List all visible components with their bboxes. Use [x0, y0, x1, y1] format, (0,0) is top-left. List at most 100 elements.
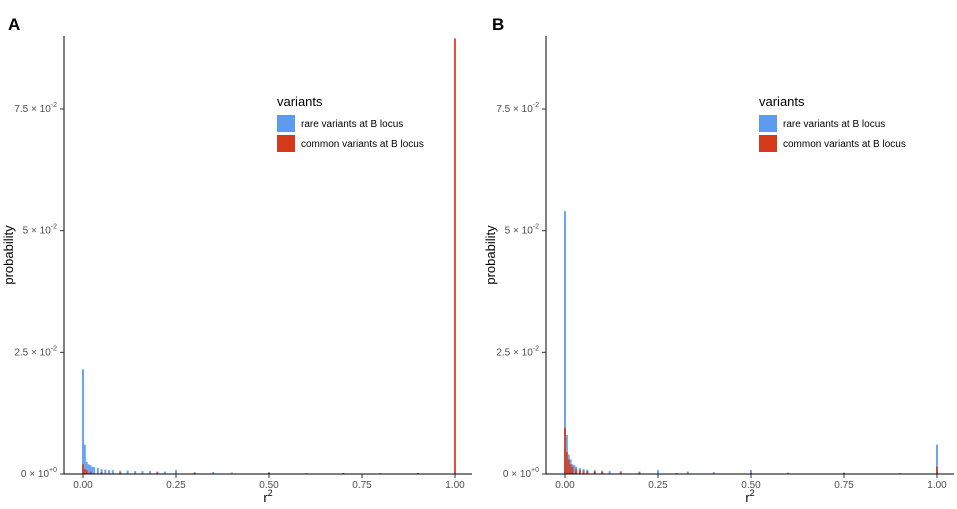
panel-a-legend-title: variants: [277, 94, 323, 109]
panel-b-legend: variants rare variants at B locus common…: [759, 94, 906, 152]
y-tick-label: 7.5 × 10-2: [14, 102, 57, 115]
bar-rare: [268, 472, 270, 474]
x-tick-label: 1.00: [445, 480, 465, 491]
bar-rare: [163, 471, 166, 474]
bar-rare: [141, 471, 144, 474]
bar-rare: [83, 444, 86, 474]
panel-a-x-ticks: 0.00 0.25 0.50 0.75 1.00: [73, 474, 465, 491]
x-tick-label: 0.00: [555, 480, 575, 491]
panel-a-letter: A: [8, 15, 20, 34]
x-tick-label: 1.00: [927, 480, 947, 491]
bar-rare: [100, 469, 103, 474]
bar-rare: [608, 471, 611, 474]
panel-a-legend-key-rare: [277, 115, 295, 132]
panel-a-legend-label-common: common variants at B locus: [301, 139, 424, 150]
panel-b-bars: [564, 211, 938, 474]
bar-rare: [564, 211, 566, 474]
bar-common: [619, 472, 622, 474]
bar-rare: [111, 470, 114, 474]
bar-common: [582, 470, 585, 474]
panel-a-bars: [82, 38, 456, 475]
bar-common: [82, 464, 84, 474]
bar-rare: [91, 466, 94, 474]
bar-rare: [787, 472, 790, 474]
bar-common: [593, 471, 596, 474]
panel-b-legend-key-common: [759, 135, 777, 152]
bar-rare: [686, 471, 689, 474]
y-tick-label: 7.5 × 10-2: [496, 102, 539, 115]
bar-rare: [712, 472, 715, 474]
x-tick-label: 0.25: [648, 480, 668, 491]
bar-common: [936, 466, 938, 474]
bar-rare: [619, 471, 622, 474]
y-tick-label: 5 × 10-2: [23, 224, 57, 237]
bar-rare: [93, 467, 96, 474]
panel-b-letter: B: [492, 15, 504, 34]
bar-common: [569, 464, 572, 474]
bar-common: [586, 471, 589, 474]
bar-rare: [126, 470, 129, 474]
x-tick-label: 0.00: [73, 480, 93, 491]
bar-common: [571, 466, 574, 474]
panel-a-x-axis-title: r2: [263, 488, 272, 505]
x-tick-label: 0.50: [259, 480, 279, 491]
bar-rare: [148, 471, 151, 474]
bar-rare: [89, 465, 92, 474]
y-tick-label: 5 × 10-2: [505, 224, 539, 237]
panel-a-y-axis-title: probability: [1, 225, 16, 285]
bar-common: [454, 38, 456, 475]
bar-common: [83, 469, 86, 474]
bar-common: [578, 470, 581, 474]
bar-rare: [573, 465, 576, 474]
bar-rare: [85, 461, 88, 474]
bar-common: [156, 472, 159, 474]
panel-b-legend-label-common: common variants at B locus: [783, 139, 906, 150]
bar-rare: [175, 470, 177, 474]
y-tick-label: 2.5 × 10-2: [14, 345, 57, 358]
bar-rare: [119, 470, 122, 474]
panel-b-x-ticks: 0.00 0.25 0.50 0.75 1.00: [555, 474, 947, 491]
bar-common: [601, 472, 604, 474]
x-tick-label: 0.50: [741, 480, 761, 491]
bar-rare: [936, 444, 938, 474]
bar-rare: [193, 472, 196, 474]
x-tick-label: 0.75: [352, 480, 372, 491]
bar-common: [638, 472, 641, 474]
panel-b: B 0 × 10+0 2.5 × 10-2 5 × 10-2 7.5 × 10-2 0…: [483, 15, 954, 505]
bar-common: [85, 470, 88, 474]
bar-common: [89, 471, 92, 474]
bar-common: [567, 459, 570, 474]
panel-a-y-ticks: 0 × 10+0 2.5 × 10-2 5 × 10-2 7.5 × 10-2: [14, 102, 64, 480]
bar-rare: [87, 464, 90, 474]
bar-common: [575, 469, 578, 474]
panel-b-legend-title: variants: [759, 94, 805, 109]
bar-rare: [96, 468, 99, 474]
panel-b-y-axis-title: probability: [483, 225, 498, 285]
panel-a-legend-label-rare: rare variants at B locus: [301, 119, 403, 130]
bar-rare: [82, 369, 84, 474]
panel-a-legend: variants rare variants at B locus common…: [277, 94, 424, 152]
bar-rare: [108, 470, 111, 474]
bar-rare: [134, 471, 137, 474]
y-tick-label: 0 × 10+0: [21, 467, 57, 480]
y-tick-label: 0 × 10+0: [503, 467, 539, 480]
x-tick-label: 0.75: [834, 480, 854, 491]
x-tick-label: 0.25: [166, 480, 186, 491]
bar-common: [119, 472, 122, 474]
panel-b-legend-label-rare: rare variants at B locus: [783, 119, 885, 130]
bar-common: [100, 472, 103, 474]
panel-b-x-axis-title: r2: [745, 488, 754, 505]
bar-rare: [657, 470, 659, 474]
bar-rare: [104, 469, 107, 474]
panel-b-y-ticks: 0 × 10+0 2.5 × 10-2 5 × 10-2 7.5 × 10-2: [496, 102, 546, 480]
bar-rare: [212, 472, 215, 474]
panel-a: A 0 × 10+0 2.5 × 10-2 5 × 10-2 7.5 × 10-2 0…: [1, 15, 472, 505]
y-tick-label: 2.5 × 10-2: [496, 345, 539, 358]
bar-rare: [750, 470, 752, 474]
bar-rare: [230, 472, 233, 474]
bar-common: [565, 452, 568, 474]
panel-a-legend-key-common: [277, 135, 295, 152]
panel-b-legend-key-rare: [759, 115, 777, 132]
bar-common: [564, 427, 566, 474]
